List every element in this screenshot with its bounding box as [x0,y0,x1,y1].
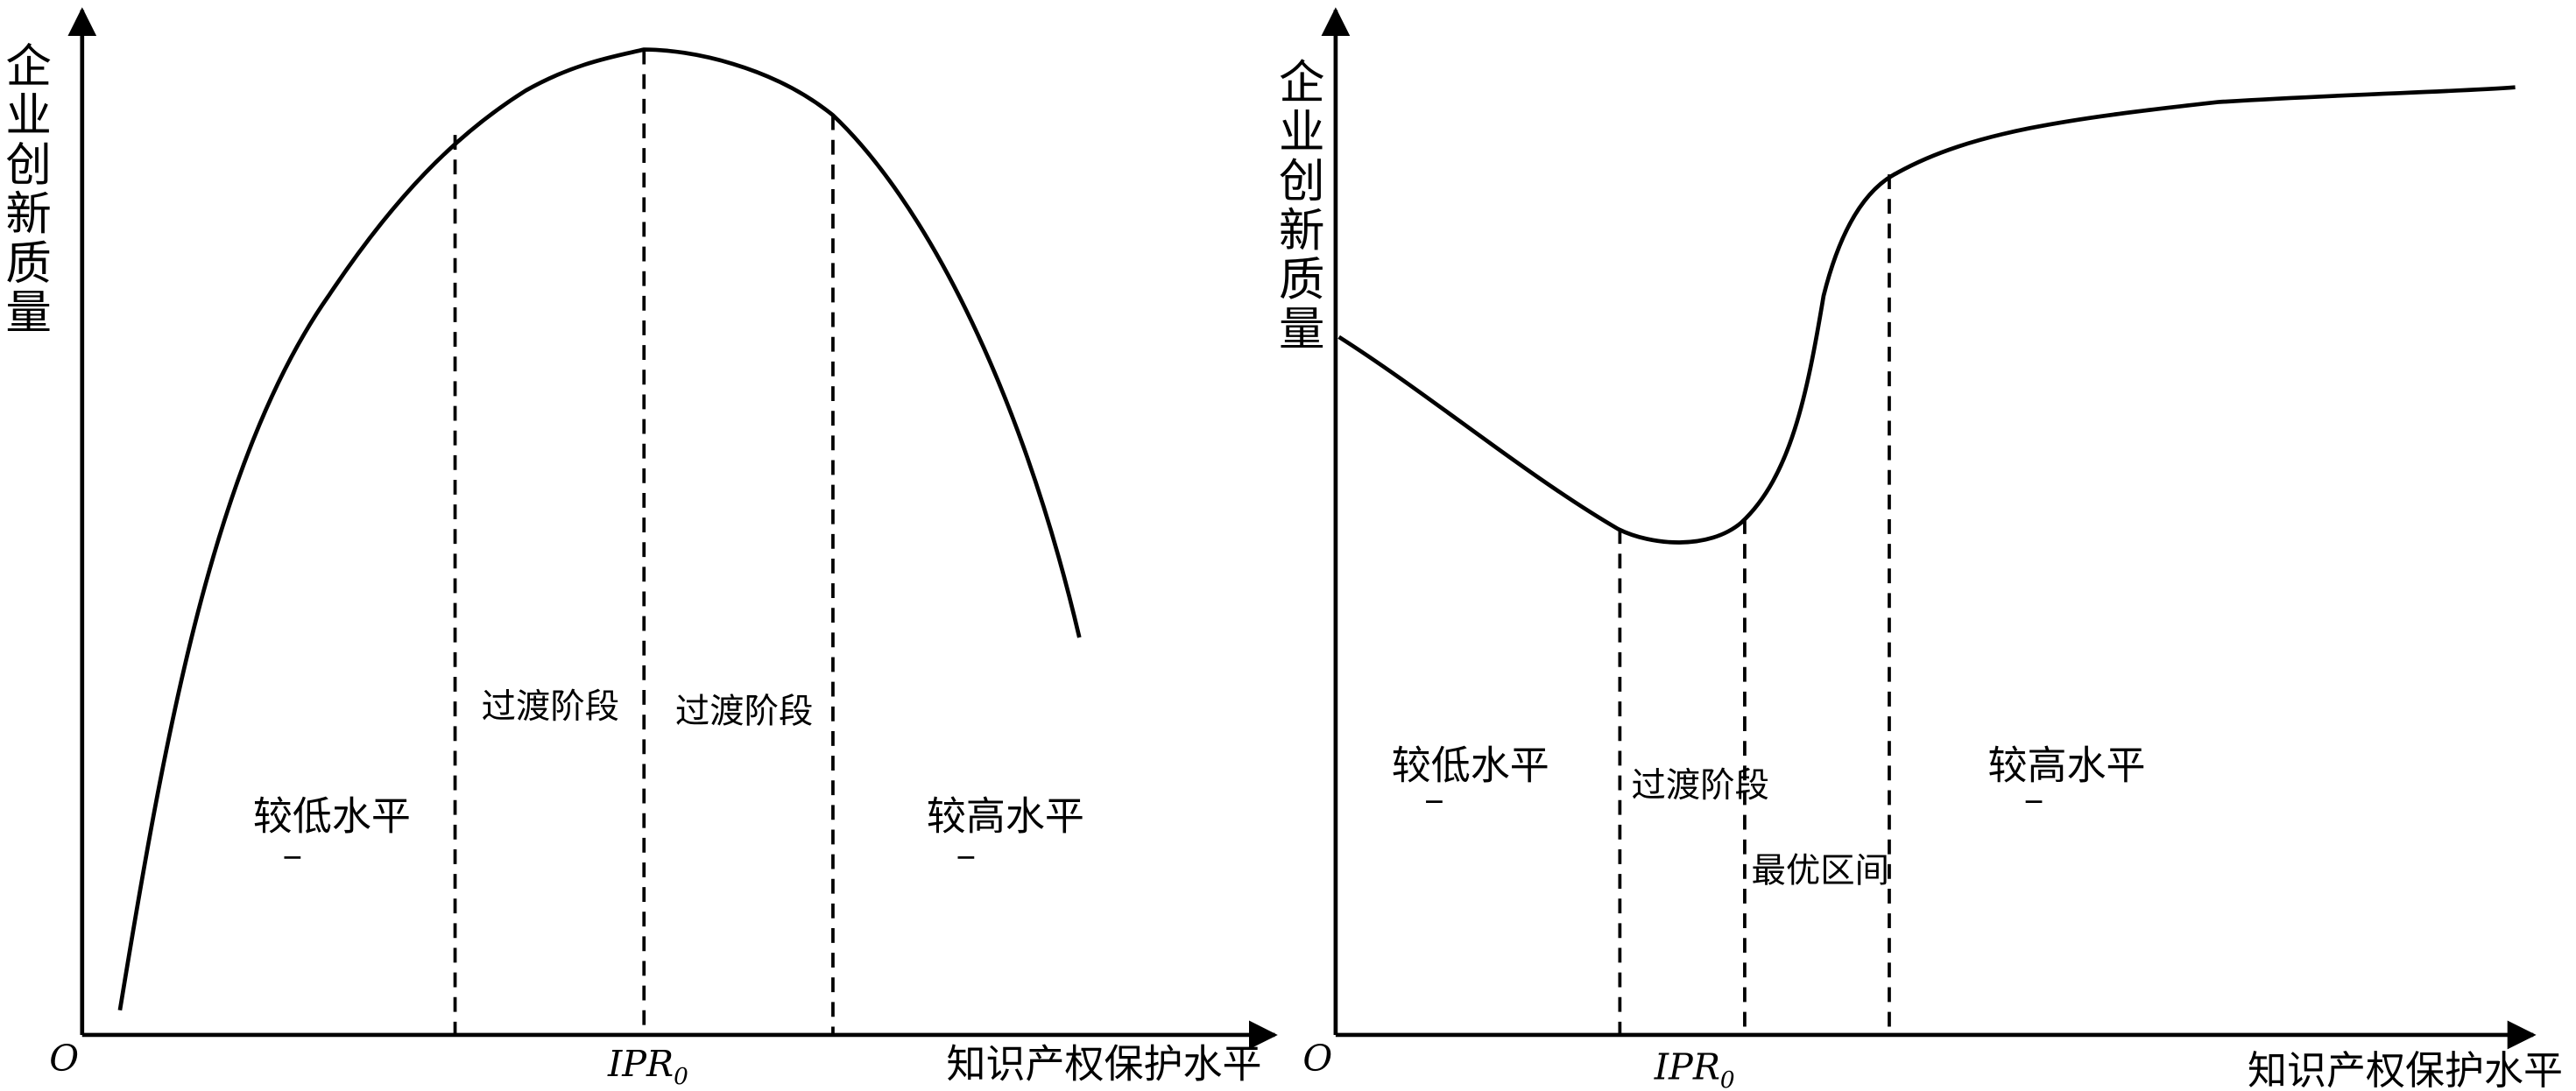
marker-sub: 0 [674,1064,688,1090]
marker-main: IPR [1654,1046,1720,1088]
right-panel: 企业创新质量 知识产权保护水平 O IPR0 较低水平 过渡阶段 最优区间 较高… [1271,7,2563,1091]
region-label: 较低水平 [253,792,411,839]
curve [1337,85,2516,545]
x-axis-label: 知识产权保护水平 [946,1041,1261,1087]
region-label: 过渡阶段 [1632,765,1770,806]
marker-main: IPR [607,1043,674,1085]
curve [117,47,1082,1011]
region-label: 过渡阶段 [675,692,814,732]
y-axis-label: 企业创新质量 [1271,58,1324,354]
x-axis-label: 知识产权保护水平 [2248,1047,2563,1091]
origin-label: O [49,1038,79,1080]
left-panel: 企业创新质量 知识产权保护水平 O IPR0 较低水平 过渡阶段 过渡阶段 较高… [0,7,1278,1090]
y-axis-label: 企业创新质量 [0,41,52,337]
region-label: 较低水平 [1392,742,1549,788]
origin-label: O [1302,1038,1332,1080]
region-label: 最优区间 [1751,851,1889,891]
marker-label: IPR0 [607,1043,688,1090]
region-label: 过渡阶段 [482,686,620,727]
marker-sub: 0 [1720,1067,1735,1091]
region-label: 较高水平 [927,792,1084,839]
marker-label: IPR0 [1654,1046,1735,1091]
region-label: 较高水平 [1988,742,2146,788]
